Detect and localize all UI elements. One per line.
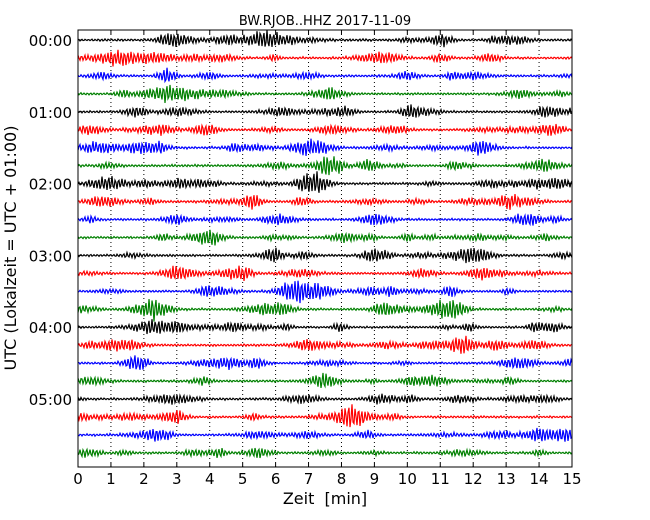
seismogram-trace — [77, 427, 573, 442]
seismogram-trace — [77, 335, 573, 354]
x-tick-label: 2 — [139, 470, 149, 488]
seismogram-trace — [77, 280, 573, 304]
x-tick-label: 1 — [106, 470, 116, 488]
seismogram-trace — [77, 229, 573, 246]
x-tick-label: 5 — [238, 470, 248, 488]
x-tick-label: 9 — [370, 470, 380, 488]
y-tick-label: 02:00 — [29, 176, 72, 194]
x-axis-label: Zeit [min] — [283, 489, 367, 508]
x-axis: 0 1 2 3 4 5 6 7 8 9 10 11 12 13 14 15 — [73, 30, 582, 488]
seismogram-trace — [77, 156, 573, 176]
seismogram-trace — [77, 355, 573, 371]
seismogram-trace — [77, 247, 573, 264]
x-tick-label: 13 — [497, 470, 516, 488]
seismogram-trace — [77, 67, 573, 84]
y-axis: 00:00 01:00 02:00 03:00 04:00 05:00 — [29, 32, 572, 409]
seismogram-trace — [77, 104, 573, 118]
seismogram-trace — [77, 194, 573, 210]
x-tick-label: 15 — [562, 470, 581, 488]
seismogram-trace — [77, 393, 573, 405]
x-tick-label: 12 — [464, 470, 483, 488]
x-tick-label: 10 — [398, 470, 417, 488]
x-tick-label: 7 — [304, 470, 314, 488]
seismogram-traces — [77, 30, 573, 459]
y-tick-label: 05:00 — [29, 391, 72, 409]
seismogram-trace — [77, 49, 573, 67]
seismogram-trace — [77, 171, 573, 193]
seismogram-trace — [77, 123, 573, 136]
x-tick-label: 11 — [431, 470, 450, 488]
y-tick-label: 03:00 — [29, 247, 72, 265]
x-tick-label: 6 — [271, 470, 281, 488]
y-axis-label: UTC (Lokalzeit = UTC + 01:00) — [1, 126, 20, 371]
y-tick-label: 00:00 — [29, 32, 72, 50]
seismogram-trace — [77, 372, 573, 389]
plot-frame — [77, 29, 573, 468]
y-tick-label: 01:00 — [29, 104, 72, 122]
x-tick-label: 8 — [337, 470, 347, 488]
seismogram-trace — [77, 84, 573, 103]
x-tick-label: 3 — [172, 470, 182, 488]
x-tick-label: 0 — [73, 470, 83, 488]
x-tick-label: 4 — [205, 470, 215, 488]
seismogram-trace — [77, 30, 573, 48]
seismogram-trace — [77, 213, 573, 227]
seismogram-trace — [77, 299, 573, 322]
seismogram-trace — [77, 138, 573, 156]
seismogram-trace — [77, 447, 573, 459]
y-tick-label: 04:00 — [29, 319, 72, 337]
chart-title: BW.RJOB..HHZ 2017-11-09 — [239, 14, 411, 29]
seismogram-trace — [77, 404, 573, 428]
x-tick-label: 14 — [530, 470, 549, 488]
seismogram-trace — [77, 319, 573, 335]
minute-gridlines — [110, 30, 540, 467]
seismogram-trace — [77, 265, 573, 281]
